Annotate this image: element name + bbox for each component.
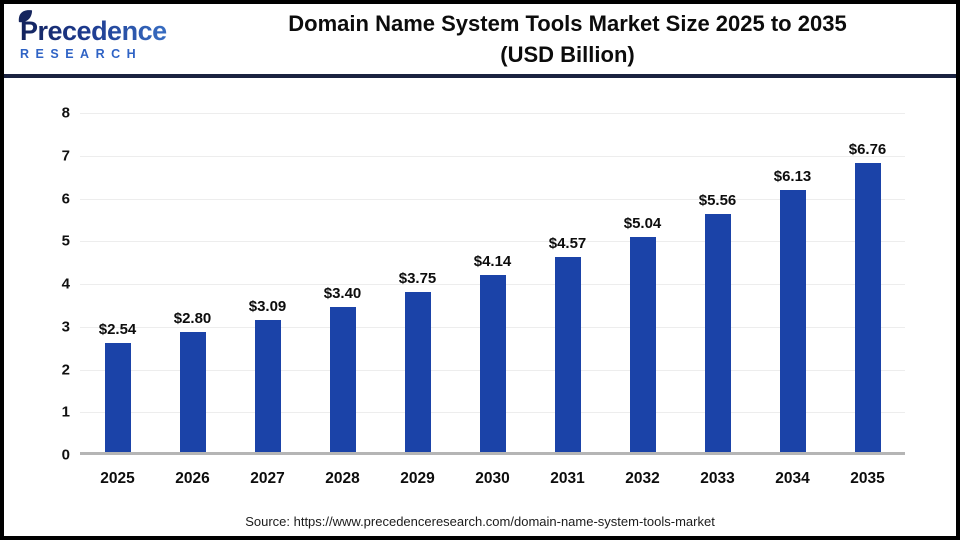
gridline-7 [80, 155, 905, 157]
x-tick-2025: 2025 [100, 470, 135, 487]
brand-subname: RESEARCH [20, 46, 143, 61]
x-tick-2028: 2028 [325, 470, 360, 487]
bar-chart: 0 1 2 3 4 5 6 7 8 $2.54 2025 $2.80 2026 $3.09 2027 $3.… [4, 82, 956, 506]
bar-2026 [179, 332, 206, 452]
x-tick-2031: 2031 [550, 470, 585, 487]
x-tick-2030: 2030 [475, 470, 510, 487]
brand-name-text: Precedence [20, 15, 167, 46]
bar-value-2031: $4.57 [548, 234, 587, 252]
bar-value-2035: $6.76 [848, 141, 887, 158]
bar-value-2026: $2.80 [173, 310, 212, 328]
source-text: Source: https://www.precedenceresearch.c… [245, 513, 715, 529]
bar-value-2034: $6.13 [773, 167, 812, 185]
x-tick-2029: 2029 [400, 470, 435, 487]
bar-value-2027: $3.09 [248, 297, 287, 315]
y-tick-2: 2 [61, 361, 70, 378]
y-tick-7: 7 [61, 147, 70, 165]
brand-name: Precedence [18, 9, 189, 46]
chart-title-line1: Domain Name System Tools Market Size 202… [288, 11, 847, 36]
leaf-icon [18, 9, 33, 22]
plot-area: 0 1 2 3 4 5 6 7 8 $2.54 2025 $2.80 2026 $3.09 2027 $3.… [62, 105, 905, 487]
bar-value-2030: $4.14 [473, 253, 512, 270]
source-line: Source: https://www.precedenceresearch.c… [4, 506, 956, 536]
bar-value-2029: $3.75 [398, 269, 437, 287]
gridline-5 [80, 241, 905, 243]
bar-value-2033: $5.56 [698, 192, 737, 210]
bar-2031 [554, 256, 581, 452]
bar-2029 [404, 291, 431, 452]
y-axis: 0 1 2 3 4 5 6 7 8 [36, 105, 70, 464]
bar-2030 [479, 275, 506, 452]
x-tick-2027: 2027 [250, 470, 285, 487]
gridline-8 [80, 113, 905, 114]
header: Precedence RESEARCH Domain Name System T… [4, 4, 956, 78]
bar-2034 [779, 189, 806, 452]
bar-2025 [104, 343, 131, 452]
y-tick-3: 3 [61, 318, 70, 336]
y-tick-5: 5 [61, 232, 70, 250]
bar-2033 [704, 214, 731, 452]
gridline-6 [80, 198, 905, 200]
y-tick-8: 8 [61, 104, 70, 122]
x-tick-2034: 2034 [775, 470, 810, 487]
bar-2027 [254, 319, 281, 452]
y-tick-1: 1 [61, 403, 70, 421]
bar-2035 [854, 163, 881, 452]
bar-2032 [629, 236, 656, 452]
y-tick-0: 0 [61, 446, 70, 464]
y-tick-4: 4 [61, 275, 70, 293]
y-tick-6: 6 [61, 190, 70, 207]
bar-value-2032: $5.04 [623, 214, 662, 232]
chart-title: Domain Name System Tools Market Size 202… [189, 8, 956, 70]
bar-value-2025: $2.54 [98, 321, 137, 339]
x-tick-2035: 2035 [850, 470, 885, 487]
x-tick-2032: 2032 [625, 470, 660, 487]
brand-logo: Precedence RESEARCH [4, 9, 189, 62]
x-tick-2033: 2033 [700, 470, 735, 487]
bar-2028 [329, 306, 356, 452]
bar-value-2028: $3.40 [323, 284, 362, 302]
chart-title-line2: (USD Billion) [500, 42, 635, 67]
x-tick-2026: 2026 [175, 470, 210, 487]
